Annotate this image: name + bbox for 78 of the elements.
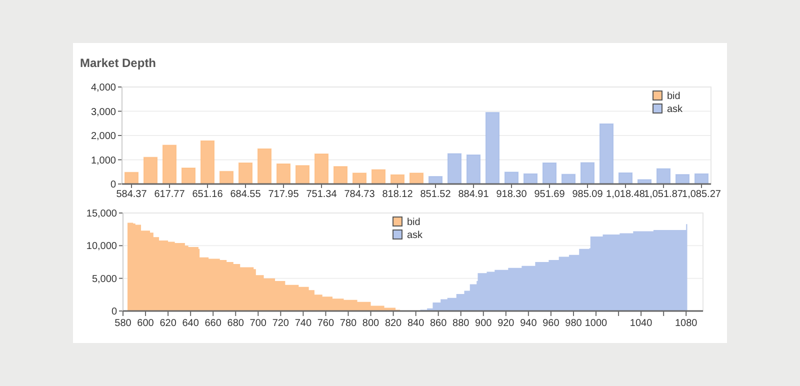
x-tick-label: 584.37 <box>116 189 148 200</box>
x-tick-label: 940 <box>520 318 538 329</box>
x-tick-label: 600 <box>137 318 154 329</box>
x-tick-label: 651.16 <box>192 189 224 200</box>
y-tick-label: 2,000 <box>90 131 116 142</box>
x-tick-label: 985.09 <box>572 189 604 200</box>
bar <box>409 172 424 184</box>
bar <box>333 166 348 184</box>
x-tick-label: 840 <box>407 318 425 329</box>
y-tick-label: 3,000 <box>90 106 116 118</box>
legend-label: ask <box>667 104 684 115</box>
bar <box>447 153 462 184</box>
x-tick-label: 818.12 <box>382 189 414 200</box>
x-tick-label: 1040 <box>630 318 653 329</box>
bar <box>219 170 234 184</box>
y-tick-label: 0 <box>110 180 116 190</box>
x-tick-label: 1000 <box>584 318 608 329</box>
chart-title: Market Depth <box>80 56 156 70</box>
x-tick-label: 980 <box>565 318 582 329</box>
legend-label: bid <box>667 91 680 102</box>
y-tick-label: 1,000 <box>90 155 116 166</box>
bar <box>504 172 519 184</box>
x-tick-label: 617.77 <box>154 189 186 200</box>
legend-label: ask <box>407 230 424 241</box>
y-tick-label: 4,000 <box>90 82 116 94</box>
x-tick-label: 760 <box>317 318 334 329</box>
x-tick-label: 820 <box>384 318 402 329</box>
x-tick-label: 920 <box>498 318 515 329</box>
x-tick-label: 860 <box>430 318 448 329</box>
bar <box>485 112 500 184</box>
bar <box>314 153 329 184</box>
x-tick-label: 900 <box>475 318 492 329</box>
bar <box>200 140 215 184</box>
bar <box>656 168 671 184</box>
x-tick-label: 884.91 <box>458 189 490 200</box>
x-tick-label: 951.69 <box>534 189 566 200</box>
bar <box>162 144 177 184</box>
bar <box>599 123 614 184</box>
bar <box>181 167 196 184</box>
y-tick-label: 15,000 <box>86 208 118 220</box>
x-tick-label: 1,051.87 <box>644 189 684 200</box>
bar <box>542 162 557 184</box>
x-tick-label: 684.55 <box>230 189 262 200</box>
bar <box>580 162 595 184</box>
bar <box>238 162 253 184</box>
x-tick-label: 680 <box>227 318 244 329</box>
x-tick-label: 851.52 <box>420 189 452 200</box>
x-tick-label: 660 <box>204 318 222 329</box>
bar <box>295 165 310 184</box>
x-tick-label: 717.95 <box>268 189 300 200</box>
bar <box>257 148 272 184</box>
x-tick-label: 880 <box>452 318 470 329</box>
y-tick-label: 5,000 <box>92 274 118 285</box>
x-tick-label: 640 <box>182 318 200 329</box>
bar <box>143 156 158 184</box>
x-tick-label: 918.30 <box>496 189 528 200</box>
bar <box>371 169 386 184</box>
bar <box>124 172 139 184</box>
x-tick-label: 1,018.48 <box>606 189 646 200</box>
x-tick-label: 720 <box>272 318 290 329</box>
x-tick-label: 784.73 <box>344 189 376 200</box>
bar <box>466 154 481 184</box>
y-tick-label: 0 <box>111 306 118 318</box>
x-tick-label: 1,085.27 <box>682 189 722 200</box>
x-tick-label: 800 <box>362 318 380 329</box>
bar <box>352 172 367 184</box>
x-tick-label: 960 <box>542 318 560 329</box>
x-tick-label: 620 <box>160 318 177 329</box>
y-tick-label: 10,000 <box>86 241 118 252</box>
x-tick-label: 1080 <box>674 318 698 329</box>
bar <box>675 174 690 184</box>
x-tick-label: 740 <box>294 318 312 329</box>
legend-label: bid <box>407 217 420 228</box>
x-tick-label: 751.34 <box>306 189 338 200</box>
x-tick-label: 780 <box>340 318 358 329</box>
bar <box>276 163 291 184</box>
x-tick-label: 580 <box>114 318 132 329</box>
x-tick-label: 700 <box>250 318 267 329</box>
